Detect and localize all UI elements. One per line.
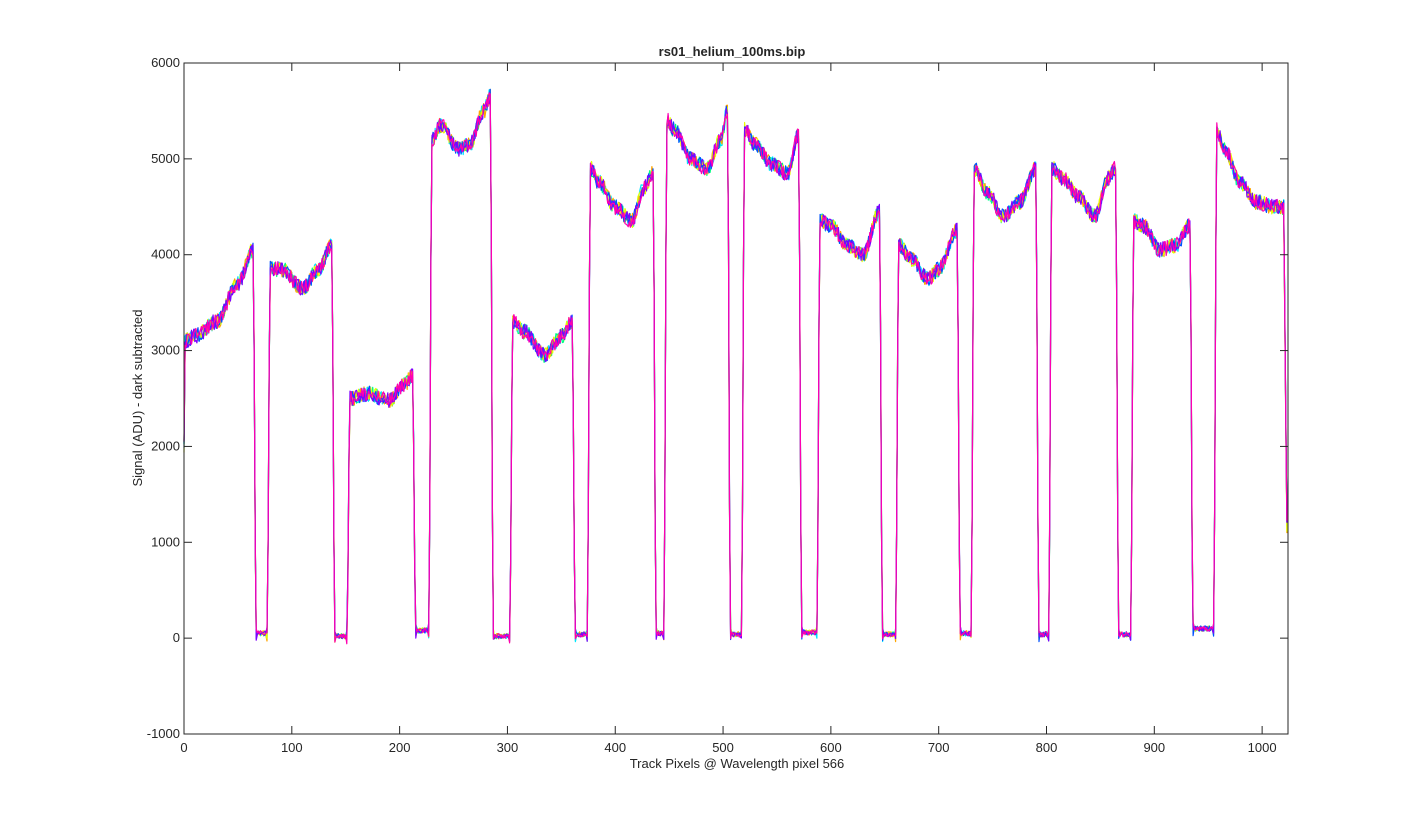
y-tick-label: -1000 xyxy=(147,726,180,741)
x-tick-label: 600 xyxy=(820,740,842,755)
x-axis: 0 100 200 300 400 500 600 700 800 900 1000 xyxy=(180,63,1277,755)
series-line xyxy=(183,92,1288,645)
y-tick-label: 0 xyxy=(173,630,180,645)
x-tick-label: 800 xyxy=(1036,740,1058,755)
y-tick-label: 1000 xyxy=(151,534,180,549)
x-axis-label: Track Pixels @ Wavelength pixel 566 xyxy=(630,756,845,771)
x-tick-label: 0 xyxy=(180,740,187,755)
y-tick-label: 3000 xyxy=(151,343,180,358)
x-tick-label: 400 xyxy=(604,740,626,755)
y-tick-label: 4000 xyxy=(151,247,180,262)
series-layer xyxy=(183,88,1288,645)
x-tick-label: 700 xyxy=(928,740,950,755)
y-tick-label: 5000 xyxy=(151,151,180,166)
x-tick-label: 900 xyxy=(1143,740,1165,755)
x-tick-label: 200 xyxy=(389,740,411,755)
x-tick-label: 500 xyxy=(712,740,734,755)
y-axis-label: Signal (ADU) - dark subtracted xyxy=(130,309,145,486)
x-tick-label: 300 xyxy=(497,740,519,755)
y-axis: -1000 0 1000 2000 3000 4000 5000 6000 xyxy=(147,55,1288,741)
y-tick-label: 2000 xyxy=(151,438,180,453)
chart-title: rs01_helium_100ms.bip xyxy=(659,44,806,59)
x-tick-label: 100 xyxy=(281,740,303,755)
x-tick-label: 1000 xyxy=(1248,740,1277,755)
y-tick-label: 6000 xyxy=(151,55,180,70)
axes-box xyxy=(183,62,1289,735)
